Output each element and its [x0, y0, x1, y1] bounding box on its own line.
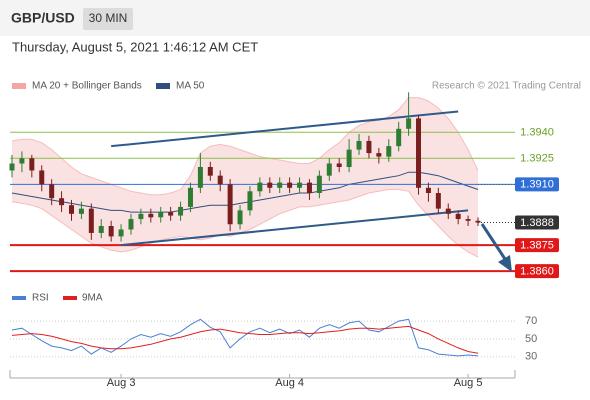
candle-body	[39, 170, 45, 185]
candle-body	[277, 182, 283, 188]
bollinger-upper	[11, 97, 479, 196]
trendline	[111, 110, 459, 148]
candle-body	[68, 205, 74, 214]
candle-body	[425, 187, 431, 194]
candle-body	[98, 225, 104, 233]
ma50-line	[11, 171, 479, 213]
candle-body	[247, 191, 253, 211]
candle-body	[128, 219, 134, 230]
candle-body	[445, 208, 451, 214]
legend-label: MA 20 + Bollinger Bands	[32, 81, 142, 92]
candle-body	[475, 220, 481, 223]
level-label: 1.3875	[520, 239, 554, 251]
interval[interactable]: 30 MIN	[89, 11, 128, 25]
timestamp: Thursday, August 5, 2021 1:46:12 AM CET	[12, 39, 258, 54]
legend-label: RSI	[32, 293, 49, 304]
candle-body	[158, 212, 164, 218]
legend-label: 9MA	[82, 293, 103, 304]
candle-body	[9, 163, 15, 171]
candle-body	[29, 158, 35, 171]
x-tick-label: Aug 3	[107, 377, 136, 389]
level-box	[515, 264, 559, 279]
candle-body	[297, 182, 303, 188]
candle-body	[406, 118, 412, 129]
candle-body	[49, 184, 55, 199]
candle-body	[197, 166, 203, 188]
candle-body	[138, 213, 144, 220]
candle-body	[267, 182, 273, 188]
candle-body	[19, 158, 25, 164]
candle-body	[217, 175, 223, 185]
candle-body	[148, 213, 154, 218]
level-box	[515, 177, 559, 192]
candle-body	[316, 175, 322, 194]
level-label: 1.3888	[520, 217, 554, 229]
candle-body	[237, 210, 243, 225]
symbol: GBP/USD	[11, 10, 75, 26]
candle-body	[416, 118, 422, 188]
indicator-line	[11, 318, 479, 357]
y-tick-label: 50	[525, 333, 537, 345]
candle-body	[257, 182, 263, 192]
candle-body	[366, 140, 372, 154]
source: Research © 2021 Trading Central	[432, 81, 581, 92]
y-tick-label: 30	[525, 351, 537, 363]
x-tick-label: Aug 5	[454, 377, 483, 389]
candle-body	[59, 198, 65, 206]
interval-tag[interactable]	[83, 8, 133, 30]
candle-body	[396, 128, 402, 147]
candle-body	[306, 182, 312, 194]
legend-label: MA 50	[176, 81, 205, 92]
candle-body	[187, 187, 193, 207]
candle-body	[227, 184, 233, 225]
arrow-head	[498, 255, 512, 272]
level-box	[515, 238, 559, 253]
bollinger-lower	[11, 189, 479, 258]
level-label: 1.3940	[520, 127, 554, 139]
candle-body	[118, 229, 124, 237]
trendline	[120, 209, 469, 247]
forecast-arrow	[480, 223, 507, 260]
candle-body	[207, 166, 213, 176]
candle-body	[78, 208, 84, 214]
candle-body	[346, 149, 352, 167]
plot: 1.3940 1.3925 1.3910 1.3888 1.3875 1.3860 Aug …	[9, 92, 559, 389]
indicator-line	[11, 325, 479, 354]
legend-swatch	[156, 83, 170, 89]
bollinger-band	[12, 97, 478, 258]
candle-body	[356, 140, 362, 150]
candle-body	[108, 225, 114, 237]
candle-body	[336, 163, 342, 167]
candle-body	[376, 153, 382, 157]
y-tick-label: 70	[525, 315, 537, 327]
candle-body	[178, 206, 184, 216]
legend-swatch	[63, 296, 77, 300]
legend-swatch	[12, 296, 26, 300]
level-label: 1.3860	[520, 266, 554, 278]
level-box	[515, 215, 559, 230]
level-label: 1.3910	[520, 179, 554, 191]
candle-body	[455, 213, 461, 220]
candle-body	[465, 219, 471, 221]
candle-body	[88, 208, 94, 233]
candle-body	[287, 182, 293, 188]
x-tick-label: Aug 4	[275, 377, 304, 389]
candle-body	[326, 163, 332, 176]
candle-body	[386, 146, 392, 157]
level-label: 1.3925	[520, 153, 554, 165]
candle-body	[435, 193, 441, 209]
candle-body	[168, 212, 174, 216]
legend-swatch	[12, 83, 26, 89]
